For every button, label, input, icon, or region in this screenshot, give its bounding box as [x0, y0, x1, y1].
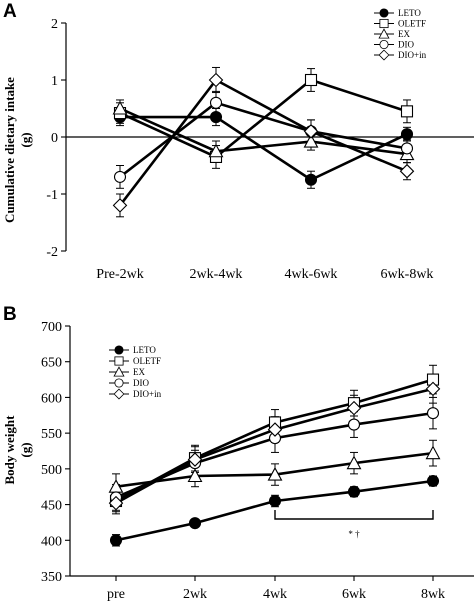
b-x-tick-label: pre [107, 587, 125, 602]
a-x-tick-label: 6wk-8wk [381, 267, 434, 282]
a-data-point [399, 163, 415, 179]
b-data-point [109, 534, 123, 547]
b-data-point [187, 468, 203, 483]
b-significance-annotation: * † [348, 529, 360, 539]
a-legend-label: LETO [398, 8, 421, 18]
a-data-point [304, 173, 318, 186]
a-legend-label: DIO+in [398, 50, 427, 60]
a-legend-marker [379, 8, 389, 18]
a-legend-marker [378, 49, 390, 61]
b-x-tick-label: 8wk [421, 587, 445, 602]
a-data-point [112, 100, 128, 115]
b-legend-label: OLETF [133, 356, 161, 366]
a-data-point [209, 96, 223, 109]
a-data-point [209, 111, 223, 124]
b-data-point [425, 445, 441, 460]
b-data-point [346, 400, 362, 416]
b-legend-label: DIO+in [133, 389, 162, 399]
b-x-tick-label: 2wk [183, 587, 207, 602]
b-data-point [268, 494, 282, 508]
b-data-point [425, 381, 441, 397]
b-legend-marker [114, 378, 124, 388]
panel-b: B Body weight (g) 700 650 600 550 500 450 400 3… [2, 304, 474, 602]
a-series-line [118, 78, 408, 207]
b-x-tick-label: 6wk [342, 587, 366, 602]
a-x-tick-label: 4wk-6wk [285, 267, 338, 282]
b-y-tick-label: 700 [41, 320, 62, 335]
a-legend-label: DIO [398, 40, 414, 50]
b-y-tick-label: 500 [41, 463, 62, 478]
b-x-tick-label: 4wk [263, 587, 287, 602]
a-data-point [208, 143, 224, 158]
a-series-line [120, 115, 408, 182]
b-data-point [426, 407, 440, 420]
a-data-point [400, 105, 414, 118]
a-x-tick-label: 2wk-4wk [190, 267, 243, 282]
b-data-point [187, 452, 203, 467]
a-legend-label: OLETF [398, 19, 426, 29]
b-significance-bracket [274, 510, 434, 520]
a-series-line [119, 101, 408, 178]
b-y-tick-label: 450 [41, 499, 62, 514]
b-legend-marker [114, 356, 124, 366]
b-y-tick-label: 600 [41, 391, 62, 406]
b-legend-marker [113, 388, 125, 400]
a-x-tick-label: Pre-2wk [96, 267, 143, 282]
b-data-point [347, 485, 361, 498]
b-y-tick-label: 350 [41, 570, 62, 585]
a-data-point [400, 128, 414, 141]
a-data-point [208, 72, 224, 88]
b-y-tick-label: 650 [41, 356, 62, 371]
b-legend-label: DIO [133, 378, 149, 388]
panel-a-plot: 2 1 0 -1 -2 Pre-2wk 2wk-4wk 4wk-6wk 6wk-8wk LETOO… [46, 8, 474, 282]
a-data-point [113, 170, 127, 183]
b-legend-marker [114, 345, 124, 355]
a-y-tick-label: -1 [46, 188, 58, 203]
a-series-line [119, 78, 408, 159]
a-legend-marker [379, 18, 389, 29]
a-legend-label: EX [398, 29, 410, 39]
b-data-point [188, 517, 202, 530]
panel-b-ylabel-unit: (g) [18, 442, 33, 457]
a-series-line [119, 107, 408, 156]
a-data-point [303, 133, 319, 148]
b-data-point [267, 422, 283, 437]
b-legend-label: LETO [133, 345, 156, 355]
panel-a-letter: A [3, 1, 17, 22]
panel-b-ylabel: Body weight [2, 415, 17, 485]
b-data-point [347, 418, 361, 431]
b-y-tick-label: 550 [41, 427, 62, 442]
b-data-point [426, 474, 440, 488]
b-y-tick-label: 400 [41, 534, 62, 549]
a-y-tick-label: 0 [51, 131, 58, 146]
a-y-tick-label: -2 [46, 245, 58, 260]
panel-a-ylabel-unit: (g) [18, 132, 33, 147]
b-data-point [267, 466, 283, 481]
a-y-tick-label: 1 [51, 74, 58, 89]
panel-b-letter: B [3, 304, 17, 325]
a-data-point [303, 124, 319, 139]
panel-a: A Cumulative dietary intake (g) 2 1 0 -1 -2 P… [2, 1, 474, 282]
a-legend-marker [378, 28, 390, 39]
a-y-tick-label: 2 [51, 17, 58, 32]
b-legend-label: EX [133, 367, 145, 377]
a-data-point [304, 73, 318, 87]
a-data-point [112, 198, 128, 213]
b-data-point [108, 495, 124, 511]
a-legend-marker [379, 39, 389, 50]
panel-a-ylabel: Cumulative dietary intake [2, 77, 17, 223]
panel-b-plot: 700 650 600 550 500 450 400 350 pre 2wk 4wk 6wk 8wk L… [41, 320, 474, 602]
a-data-point [400, 142, 414, 155]
b-data-point [346, 455, 362, 470]
b-legend-marker [113, 366, 125, 377]
